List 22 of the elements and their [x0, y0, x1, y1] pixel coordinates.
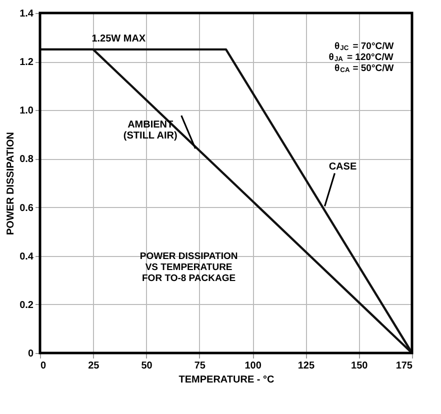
x-tick-label: 25	[88, 360, 100, 372]
x-tick-label: 75	[194, 360, 206, 372]
y-tick-label: 0.2	[20, 300, 34, 311]
y-tick-label: 0	[28, 348, 34, 360]
y-tick-label: 0.4	[20, 251, 34, 262]
annotation: POWER DISSIPATION VS TEMPERATURE FOR TO-8 PACKAGE	[140, 251, 238, 284]
series-label: AMBIENT (STILL AIR)	[123, 120, 178, 142]
y-tick-label: 1.4	[20, 8, 34, 20]
x-tick-label: 175	[396, 360, 413, 372]
y-axis-title: POWER DISSIPATION	[6, 132, 17, 235]
annotation: 1.25W MAX	[92, 33, 146, 44]
y-tick-label: 1.2	[20, 57, 34, 68]
text: CASE	[328, 161, 357, 172]
y-tick-label: 0.8	[20, 154, 34, 166]
x-tick-label: 50	[141, 360, 153, 372]
x-tick-label: 150	[351, 360, 368, 372]
y-tick-label: 1.0	[20, 106, 34, 117]
x-tick-label: 0	[40, 360, 46, 372]
x-tick-label: 125	[298, 360, 315, 372]
x-axis-title: TEMPERATURE - °C	[178, 374, 274, 386]
y-tick-label: 0.6	[20, 202, 34, 214]
x-tick-label: 100	[244, 360, 262, 372]
